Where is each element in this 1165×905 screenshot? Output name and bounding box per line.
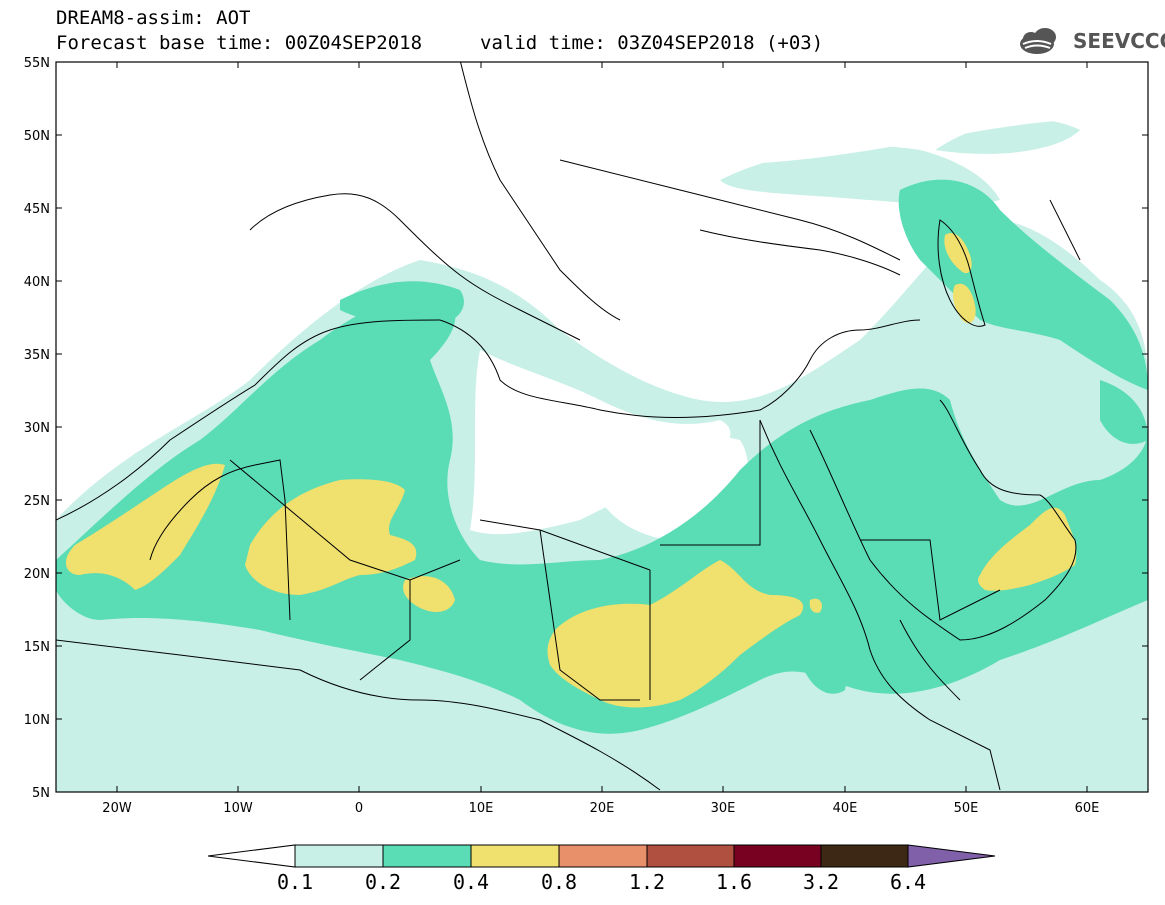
lat-label: 10N bbox=[24, 713, 50, 728]
forecast-base-time: Forecast base time: 00Z04SEP2018 bbox=[56, 32, 423, 54]
colorbar-label: 6.4 bbox=[889, 870, 927, 894]
lat-label: 45N bbox=[24, 202, 50, 217]
lat-ticks bbox=[56, 61, 1148, 793]
colorbar-segment bbox=[294, 844, 384, 868]
lon-label: 20W bbox=[102, 801, 132, 816]
colorbar-segment bbox=[382, 844, 472, 868]
lon-label: 40E bbox=[833, 801, 858, 816]
colorbar-label: 0.4 bbox=[452, 870, 490, 894]
aot-contour-0.2 bbox=[56, 179, 1148, 734]
lat-label: 25N bbox=[24, 494, 50, 509]
lon-label: 10W bbox=[223, 801, 253, 816]
colorbar-label: 0.8 bbox=[540, 870, 578, 894]
colorbar bbox=[207, 844, 996, 868]
coastlines bbox=[56, 62, 1081, 791]
seevccc-logo bbox=[1020, 28, 1056, 54]
colorbar-label: 1.2 bbox=[628, 870, 666, 894]
colorbar-segment bbox=[470, 844, 560, 868]
lat-label: 15N bbox=[24, 640, 50, 655]
lat-label: 40N bbox=[24, 275, 50, 290]
colorbar-label: 3.2 bbox=[802, 870, 840, 894]
map-title: DREAM8-assim: AOT bbox=[56, 7, 251, 29]
colorbar-segment bbox=[820, 844, 909, 868]
colorbar-label: 1.6 bbox=[715, 870, 753, 894]
lon-label: 0 bbox=[355, 801, 363, 816]
colorbar-max-triangle bbox=[907, 844, 996, 868]
lat-label: 35N bbox=[24, 348, 50, 363]
colorbar-label: 0.2 bbox=[364, 870, 402, 894]
colorbar-segment bbox=[733, 844, 822, 868]
colorbar-segment bbox=[558, 844, 648, 868]
plot-area bbox=[56, 62, 1148, 792]
logo-text: SEEVCCC bbox=[1073, 29, 1165, 53]
cloud-icon bbox=[1020, 28, 1056, 54]
lon-label: 60E bbox=[1075, 801, 1100, 816]
lat-label: 30N bbox=[24, 421, 50, 436]
colorbar-label: 0.1 bbox=[276, 870, 314, 894]
lat-label: 50N bbox=[24, 129, 50, 144]
lat-label: 5N bbox=[32, 786, 50, 801]
lon-label: 30E bbox=[711, 801, 736, 816]
lon-ticks bbox=[116, 62, 1088, 792]
lon-label: 10E bbox=[469, 801, 494, 816]
colorbar-min-triangle bbox=[207, 844, 296, 868]
lat-label: 55N bbox=[24, 56, 50, 71]
valid-time: valid time: 03Z04SEP2018 (+03) bbox=[480, 32, 824, 54]
colorbar-segment bbox=[646, 844, 735, 868]
lon-label: 50E bbox=[954, 801, 979, 816]
lat-label: 20N bbox=[24, 567, 50, 582]
lon-label: 20E bbox=[590, 801, 615, 816]
